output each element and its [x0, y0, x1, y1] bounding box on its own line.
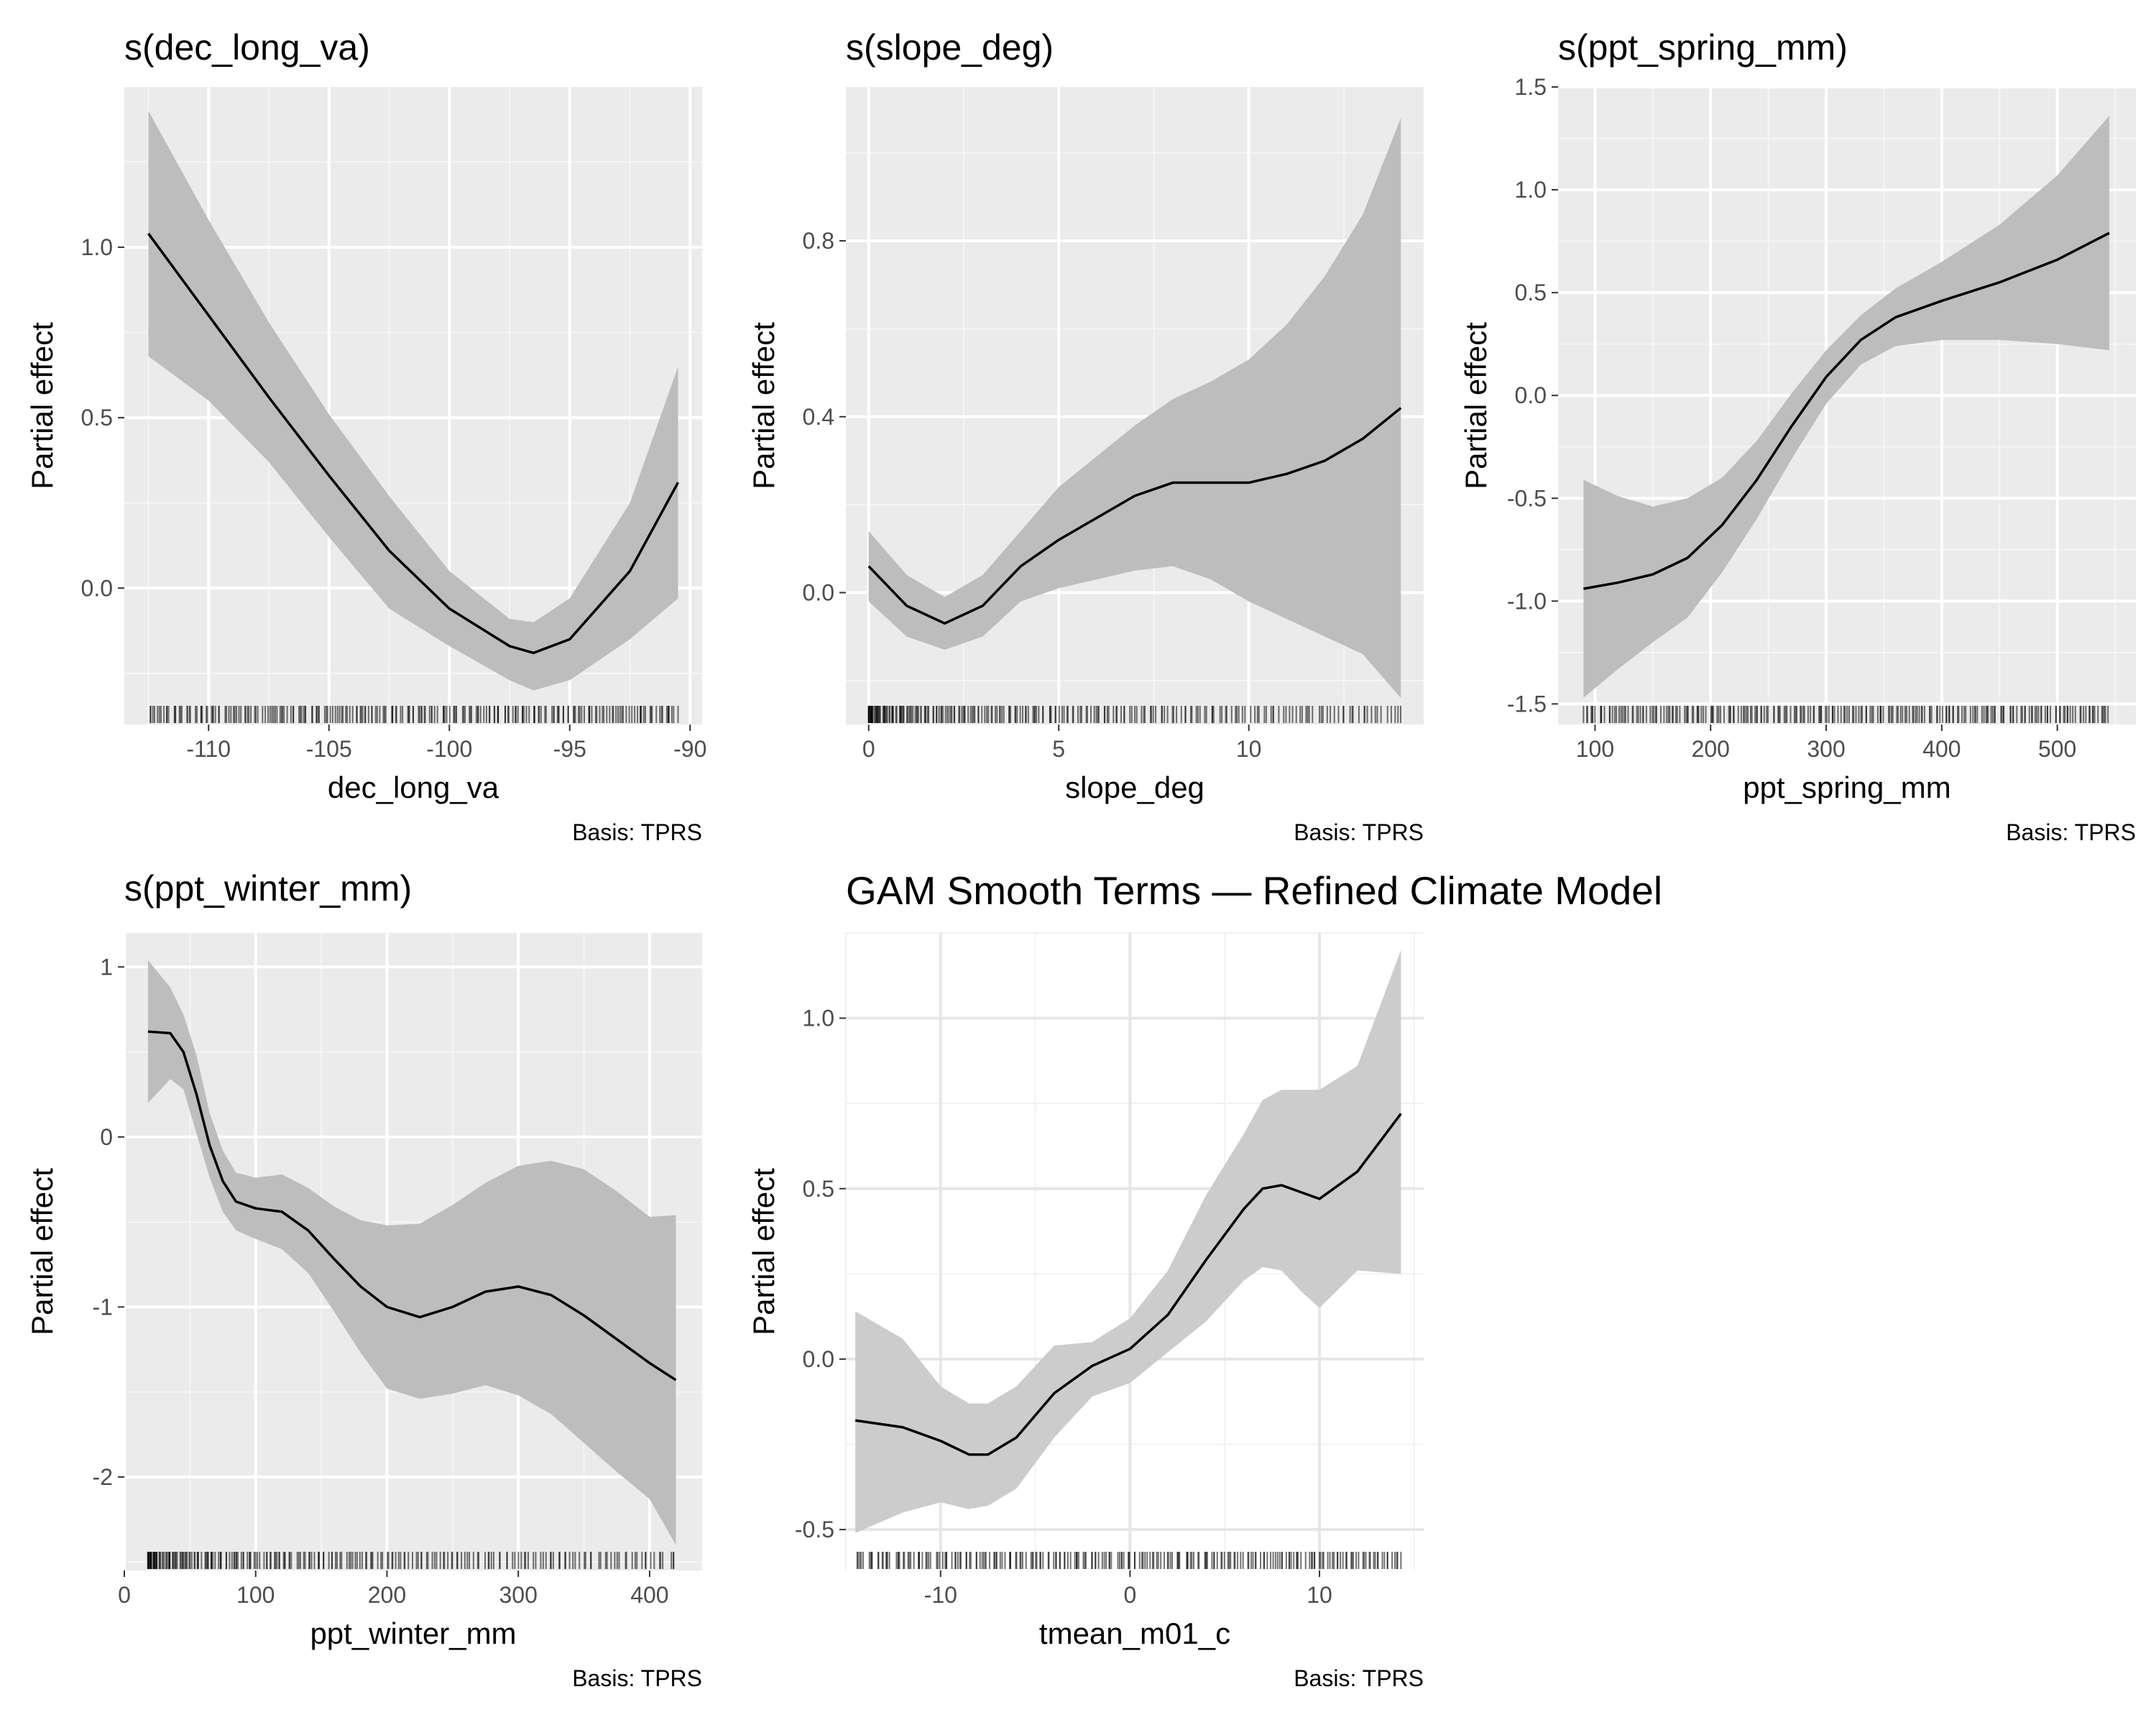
y-tick-label: 1.5 [1515, 74, 1547, 100]
x-axis-label: slope_deg [1065, 770, 1204, 804]
x-tick-label: 200 [1692, 736, 1730, 762]
x-tick-label: -10 [924, 1582, 957, 1608]
y-tick-label: 0.5 [1515, 280, 1547, 305]
x-tick-label: 5 [1052, 736, 1065, 762]
confidence-band [1583, 116, 2110, 698]
y-tick-label: -0.5 [1507, 485, 1547, 511]
rug [867, 706, 1401, 723]
x-axis-label: dec_long_va [328, 770, 499, 804]
y-tick-label: 1.0 [803, 1006, 834, 1031]
x-tick-label: 10 [1236, 736, 1262, 762]
y-tick-label: -1.5 [1507, 691, 1547, 717]
x-tick-label: 10 [1307, 1582, 1332, 1608]
y-tick-label: 0.4 [803, 404, 834, 430]
basis-caption: Basis: TPRS [572, 819, 702, 845]
x-tick-label: 400 [1922, 736, 1961, 762]
confidence-band [855, 949, 1401, 1533]
y-tick-label: 0.0 [803, 579, 834, 605]
x-tick-label: 0 [862, 736, 875, 762]
panel-title: s(dec_long_va) [124, 27, 370, 68]
rug [149, 706, 679, 723]
x-tick-label: 100 [236, 1582, 275, 1608]
panel-2: 0 5 10 0.0 0.4 0.8 slope_deg Partial effect Basi… [747, 27, 1424, 845]
basis-caption: Basis: TPRS [1294, 819, 1424, 845]
confidence-band [147, 960, 676, 1545]
y-tick-label: -1.0 [1507, 588, 1547, 614]
y-axis-label: Partial effect [25, 1168, 59, 1335]
x-tick-label: 300 [1807, 736, 1845, 762]
rug [1583, 706, 2109, 723]
y-tick-label: 1.0 [1515, 177, 1547, 203]
x-tick-label: -100 [426, 736, 472, 762]
x-tick-label: 300 [499, 1582, 537, 1608]
y-tick-label: 0.8 [803, 228, 834, 254]
smooth-line [1583, 231, 2110, 590]
smooth-line [854, 1113, 1402, 1456]
panel-title: s(ppt_spring_mm) [1558, 27, 1848, 68]
y-tick-label: -2 [93, 1464, 113, 1490]
panel-4: 0 100 200 300 400 -2 -1 0 1 ppt_winter_mm Partial … [25, 868, 702, 1691]
basis-caption: Basis: TPRS [572, 1665, 702, 1691]
y-tick-label: 1 [100, 954, 113, 980]
smooth-line [867, 407, 1402, 625]
smooth-line [147, 232, 680, 655]
panel-title: s(slope_deg) [846, 27, 1054, 68]
y-axis-label: Partial effect [747, 1168, 780, 1335]
y-tick-label: 0.5 [803, 1176, 834, 1202]
x-tick-label: -110 [186, 736, 231, 762]
y-tick-label: 0.0 [81, 575, 113, 601]
x-tick-label: 100 [1576, 736, 1614, 762]
y-tick-label: 1.0 [81, 234, 113, 260]
rug [147, 1552, 675, 1569]
panel-title: s(ppt_winter_mm) [124, 868, 412, 908]
x-tick-label: 400 [630, 1582, 668, 1608]
x-tick-label: 0 [1124, 1582, 1137, 1608]
panel-3: 100 200 300 400 500 -1.5 -1.0 -0.5 0.0 0.5 1.0 1.5 p… [1459, 27, 2136, 845]
x-tick-label: -90 [673, 736, 706, 762]
y-tick-label: 0.5 [81, 405, 113, 431]
x-tick-label: 200 [368, 1582, 406, 1608]
confidence-band [868, 117, 1401, 699]
y-tick-label: -0.5 [795, 1517, 834, 1542]
x-tick-label: 0 [118, 1582, 131, 1608]
x-tick-label: 500 [2038, 736, 2076, 762]
y-axis-label: Partial effect [25, 322, 59, 489]
y-tick-label: 0.0 [803, 1346, 834, 1372]
y-axis-label: Partial effect [747, 322, 780, 489]
rug [856, 1552, 1402, 1569]
basis-caption: Basis: TPRS [2006, 819, 2136, 845]
figure-title: GAM Smooth Terms — Refined Climate Model [846, 868, 1662, 913]
x-axis-label: ppt_winter_mm [310, 1616, 516, 1650]
y-tick-label: -1 [93, 1294, 113, 1320]
x-tick-label: -105 [306, 736, 352, 762]
x-tick-label: -95 [553, 736, 586, 762]
x-axis-label: tmean_m01_c [1039, 1616, 1230, 1650]
basis-caption: Basis: TPRS [1294, 1665, 1424, 1691]
y-tick-label: 0.0 [1515, 382, 1547, 408]
y-axis-label: Partial effect [1459, 322, 1493, 489]
x-axis-label: ppt_spring_mm [1743, 770, 1950, 804]
y-tick-label: 0 [100, 1124, 113, 1150]
smooth-line [147, 1030, 677, 1381]
panel-1: -110 -105 -100 -95 -90 0.0 0.5 1.0 dec_long_va Pa… [25, 27, 706, 845]
panel-5: -10 0 10 -0.5 0.0 0.5 1.0 tmean_m01_c Partial ef… [747, 932, 1424, 1691]
